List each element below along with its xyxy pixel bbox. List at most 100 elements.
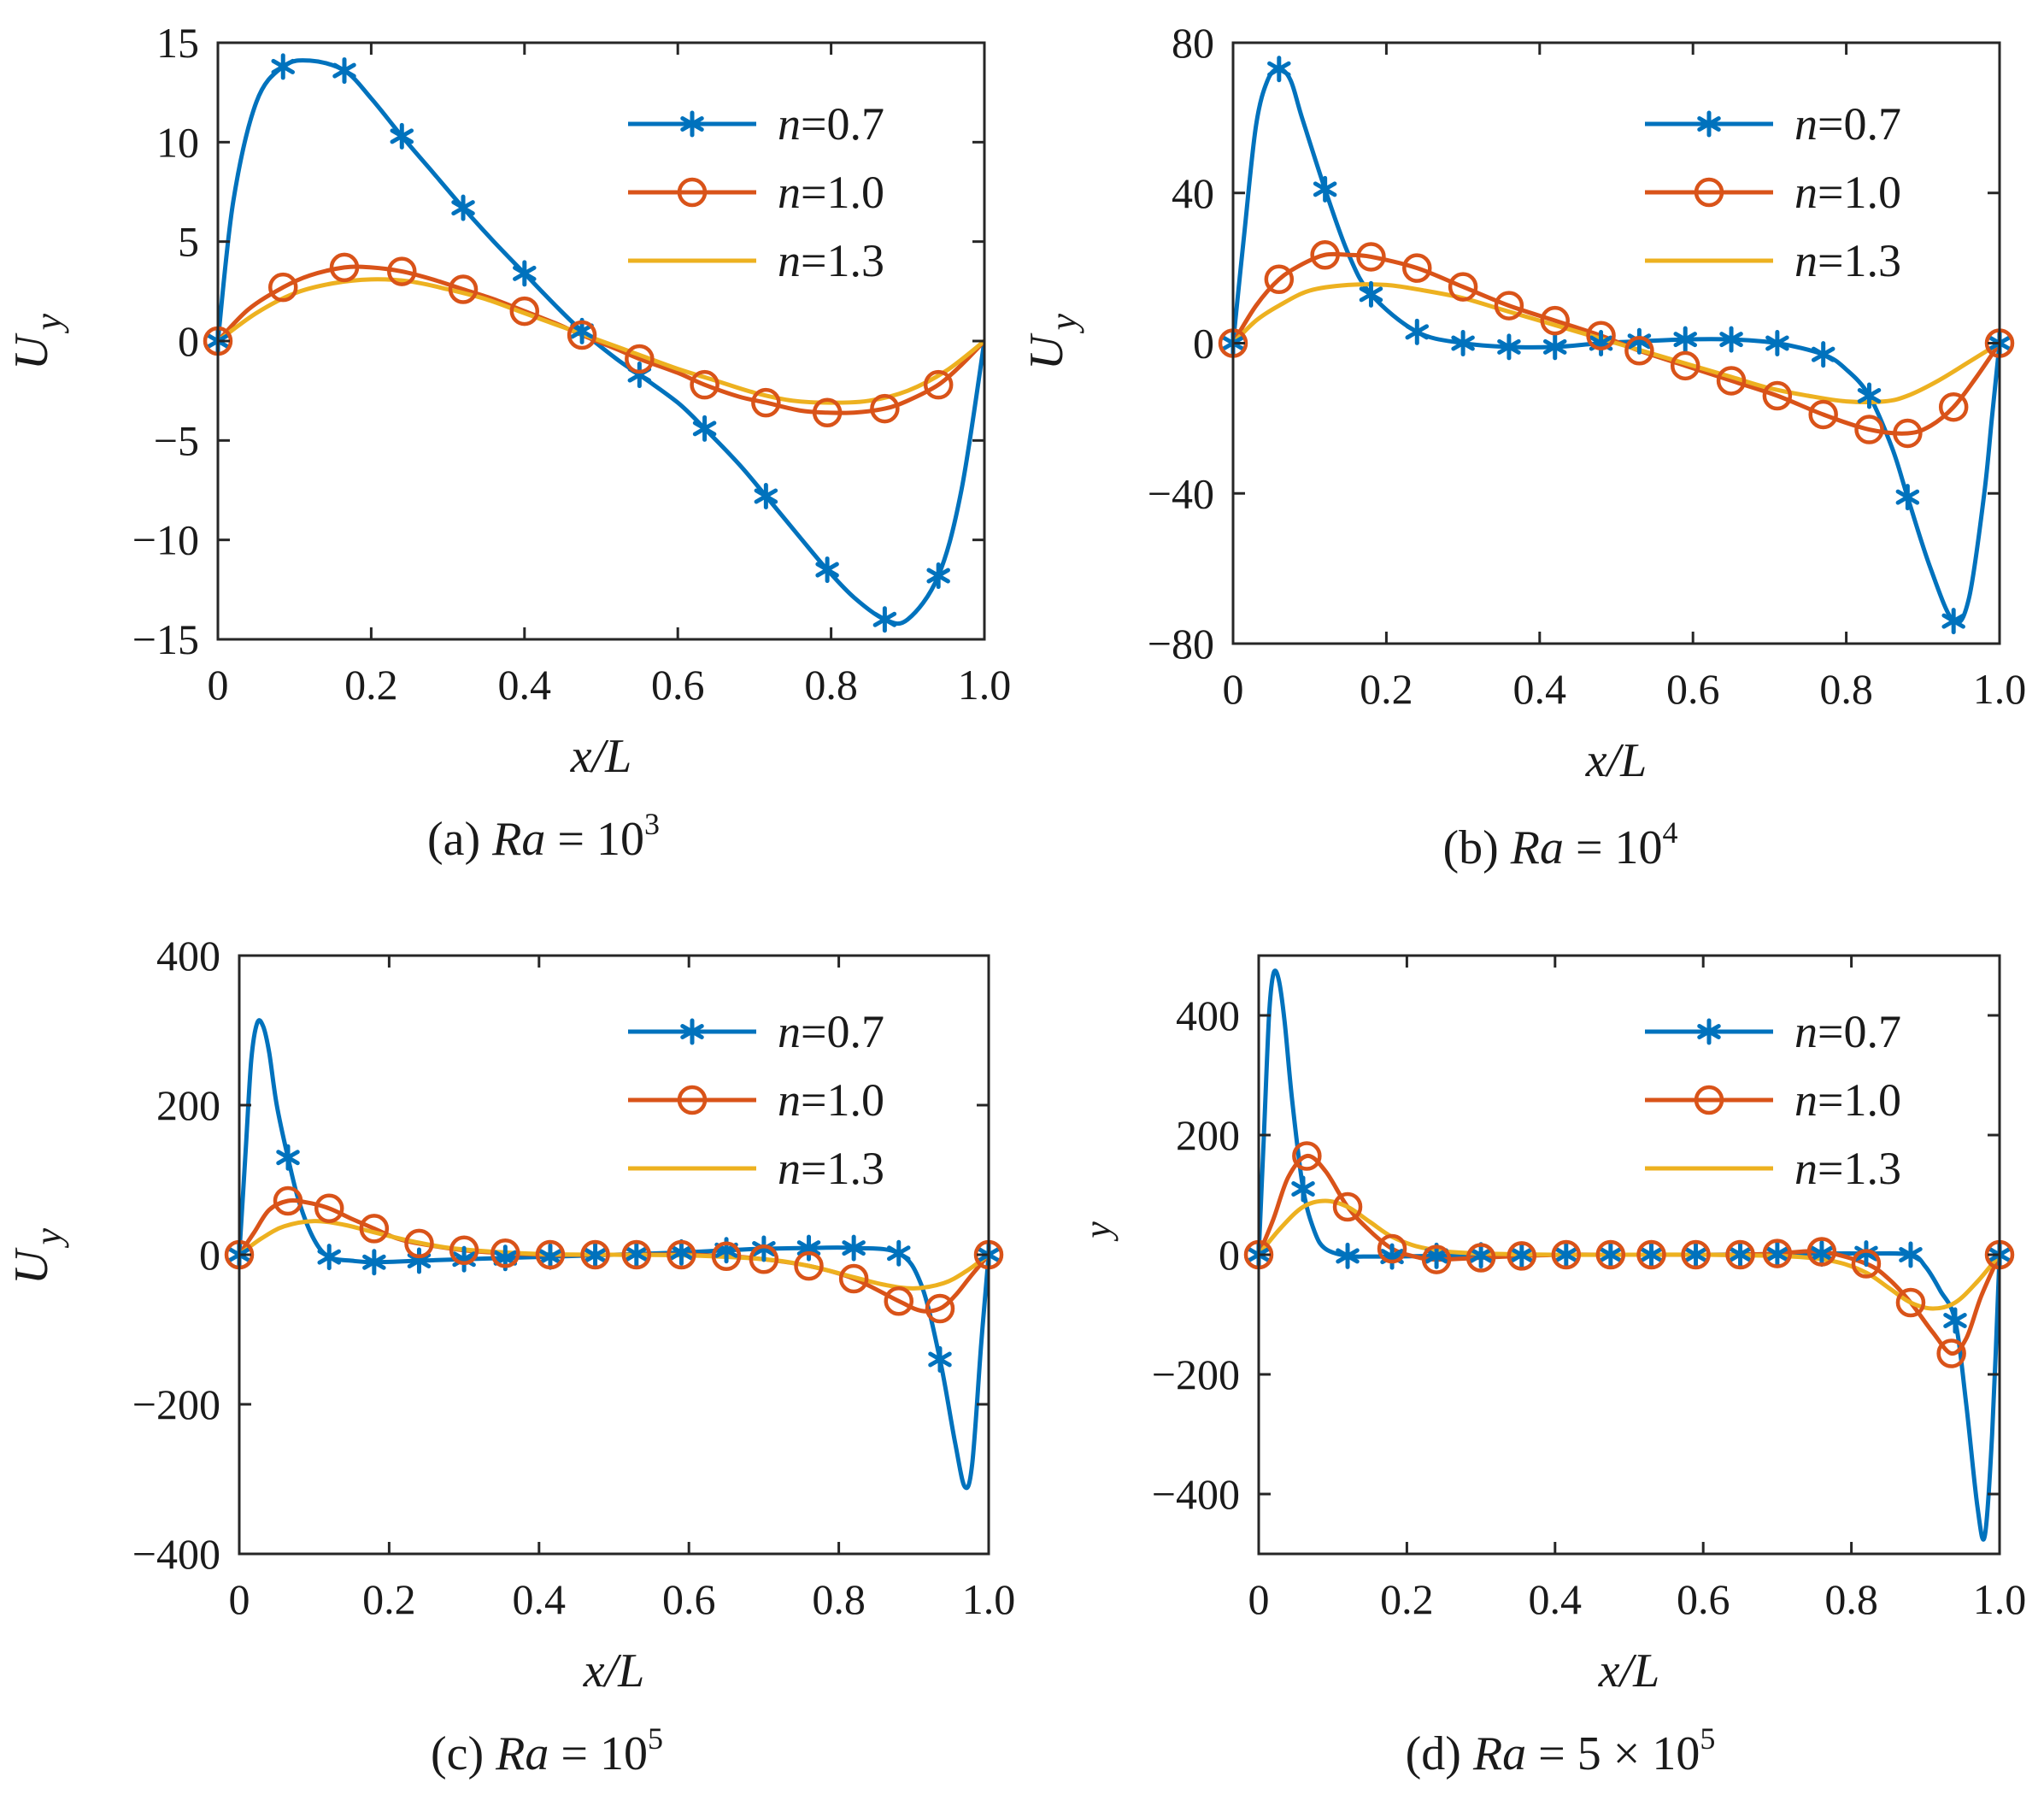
legend-label-n13: n=1.3 bbox=[778, 1143, 884, 1194]
y-tick-label: −40 bbox=[1148, 469, 1214, 517]
legend-label-n10: n=1.0 bbox=[1794, 1074, 1901, 1126]
marker-circle bbox=[751, 387, 781, 418]
marker-circle bbox=[1377, 1233, 1407, 1264]
marker-asterisk bbox=[1510, 1241, 1534, 1268]
marker-circle bbox=[1310, 239, 1340, 270]
legend-label-var: n bbox=[778, 167, 801, 218]
x-tick-label: 0.4 bbox=[1513, 665, 1567, 713]
marker-circle bbox=[1507, 1241, 1537, 1271]
caption-prefix: (a) bbox=[427, 813, 492, 866]
legend-label-n13: n=1.3 bbox=[778, 235, 884, 286]
x-axis-label: x/L bbox=[1585, 734, 1648, 787]
asterisk-stroke bbox=[1810, 1245, 1834, 1262]
legend-label-n13: n=1.3 bbox=[1794, 1143, 1901, 1194]
marker-circle bbox=[1854, 415, 1884, 444]
marker-circle bbox=[621, 1239, 652, 1270]
marker-circle bbox=[1332, 1191, 1363, 1222]
legend-label-n07: n=0.7 bbox=[1794, 1006, 1901, 1057]
x-tick-label: 0.2 bbox=[1380, 1575, 1434, 1623]
asterisk-stroke bbox=[493, 1250, 518, 1266]
marker-asterisk bbox=[1497, 333, 1521, 361]
marker-asterisk bbox=[1719, 326, 1743, 353]
markers-n10 bbox=[224, 1185, 1004, 1324]
asterisk-stroke bbox=[625, 1246, 649, 1262]
marker-asterisk bbox=[1599, 1241, 1623, 1268]
asterisk-stroke bbox=[680, 116, 704, 132]
marker-circle bbox=[625, 344, 655, 374]
y-tick-label: 0 bbox=[1219, 1231, 1240, 1279]
marker-asterisk bbox=[669, 1238, 694, 1266]
marker-asterisk bbox=[276, 1144, 300, 1171]
legend-label-var: n bbox=[1794, 1143, 1818, 1194]
asterisk-stroke bbox=[669, 1244, 694, 1261]
marker-asterisk bbox=[1943, 1307, 1967, 1334]
caption-mid: = 10 bbox=[549, 1727, 648, 1780]
asterisk-stroke bbox=[796, 1240, 821, 1256]
legend-label-value: =0.7 bbox=[801, 98, 884, 150]
asterisk-stroke bbox=[692, 421, 717, 437]
y-axis-label: Uy bbox=[5, 1228, 69, 1285]
legend-label-n10: n=1.0 bbox=[1794, 167, 1901, 218]
x-tick-label: 0.6 bbox=[1666, 665, 1720, 713]
asterisk-stroke bbox=[1683, 1247, 1708, 1262]
x-tick-label: 0.8 bbox=[1819, 665, 1873, 713]
marker-circle bbox=[1402, 253, 1432, 283]
asterisk-stroke bbox=[1291, 1181, 1315, 1197]
marker-circle bbox=[359, 1214, 390, 1244]
x-tick-label: 0.2 bbox=[1360, 665, 1413, 713]
marker-asterisk bbox=[451, 194, 475, 221]
x-tick-label: 0.8 bbox=[1824, 1575, 1878, 1623]
x-tick-label: 0.4 bbox=[498, 661, 552, 709]
y-tick-label: −200 bbox=[1152, 1350, 1240, 1398]
asterisk-stroke bbox=[1639, 1247, 1664, 1262]
markers-n10 bbox=[203, 252, 954, 428]
marker-asterisk bbox=[842, 1234, 866, 1262]
marker-asterisk bbox=[872, 606, 897, 633]
marker-asterisk bbox=[1810, 1240, 1834, 1268]
marker-circle bbox=[1356, 242, 1386, 272]
asterisk-stroke bbox=[570, 323, 594, 339]
asterisk-stroke bbox=[1542, 338, 1567, 355]
caption-prefix: (b) bbox=[1442, 821, 1510, 874]
x-tick-label: 0.2 bbox=[344, 661, 398, 709]
marker-asterisk bbox=[887, 1239, 911, 1267]
marker-asterisk bbox=[1895, 484, 1920, 511]
y-tick-label: 400 bbox=[1176, 991, 1240, 1039]
caption-sup: 5 bbox=[1700, 1721, 1715, 1756]
caption-mid: = 10 bbox=[545, 813, 644, 866]
marker-asterisk bbox=[1765, 330, 1789, 356]
asterisk-stroke bbox=[1899, 1247, 1923, 1262]
marker-asterisk bbox=[1941, 608, 1965, 635]
marker-circle bbox=[749, 1244, 779, 1274]
asterisk-stroke bbox=[842, 1240, 866, 1256]
marker-asterisk bbox=[1359, 280, 1383, 308]
marker-circle bbox=[1806, 1237, 1837, 1267]
marker-asterisk bbox=[796, 1234, 821, 1262]
caption-mid: = 10 bbox=[1564, 821, 1663, 874]
marker-asterisk bbox=[1291, 1175, 1315, 1203]
marker-circle bbox=[314, 1193, 344, 1223]
marker-asterisk bbox=[1811, 341, 1835, 368]
marker-asterisk bbox=[692, 415, 717, 442]
asterisk-stroke bbox=[1719, 332, 1743, 348]
legend-marker-circle bbox=[677, 177, 708, 208]
x-tick-label: 1.0 bbox=[962, 1575, 1016, 1623]
marker-asterisk bbox=[1451, 330, 1475, 356]
asterisk-stroke bbox=[271, 58, 296, 74]
asterisk-stroke bbox=[390, 128, 414, 144]
caption-var: Ra bbox=[495, 1727, 549, 1780]
marker-asterisk bbox=[627, 362, 652, 389]
marker-asterisk bbox=[815, 556, 839, 584]
markers-n07 bbox=[227, 1144, 1001, 1373]
y-tick-label: 400 bbox=[156, 932, 220, 980]
legend-label-value: =1.0 bbox=[801, 167, 884, 218]
asterisk-stroke bbox=[815, 562, 839, 578]
legend-label-value: =0.7 bbox=[801, 1006, 884, 1057]
marker-circle bbox=[1725, 1239, 1755, 1270]
y-tick-label: 80 bbox=[1172, 19, 1214, 67]
asterisk-stroke bbox=[1359, 286, 1383, 303]
panel-caption: (d) Ra = 5 × 105 bbox=[1406, 1721, 1716, 1780]
legend-label-value: =1.3 bbox=[1818, 1143, 1901, 1194]
series-line-n13 bbox=[218, 277, 984, 405]
